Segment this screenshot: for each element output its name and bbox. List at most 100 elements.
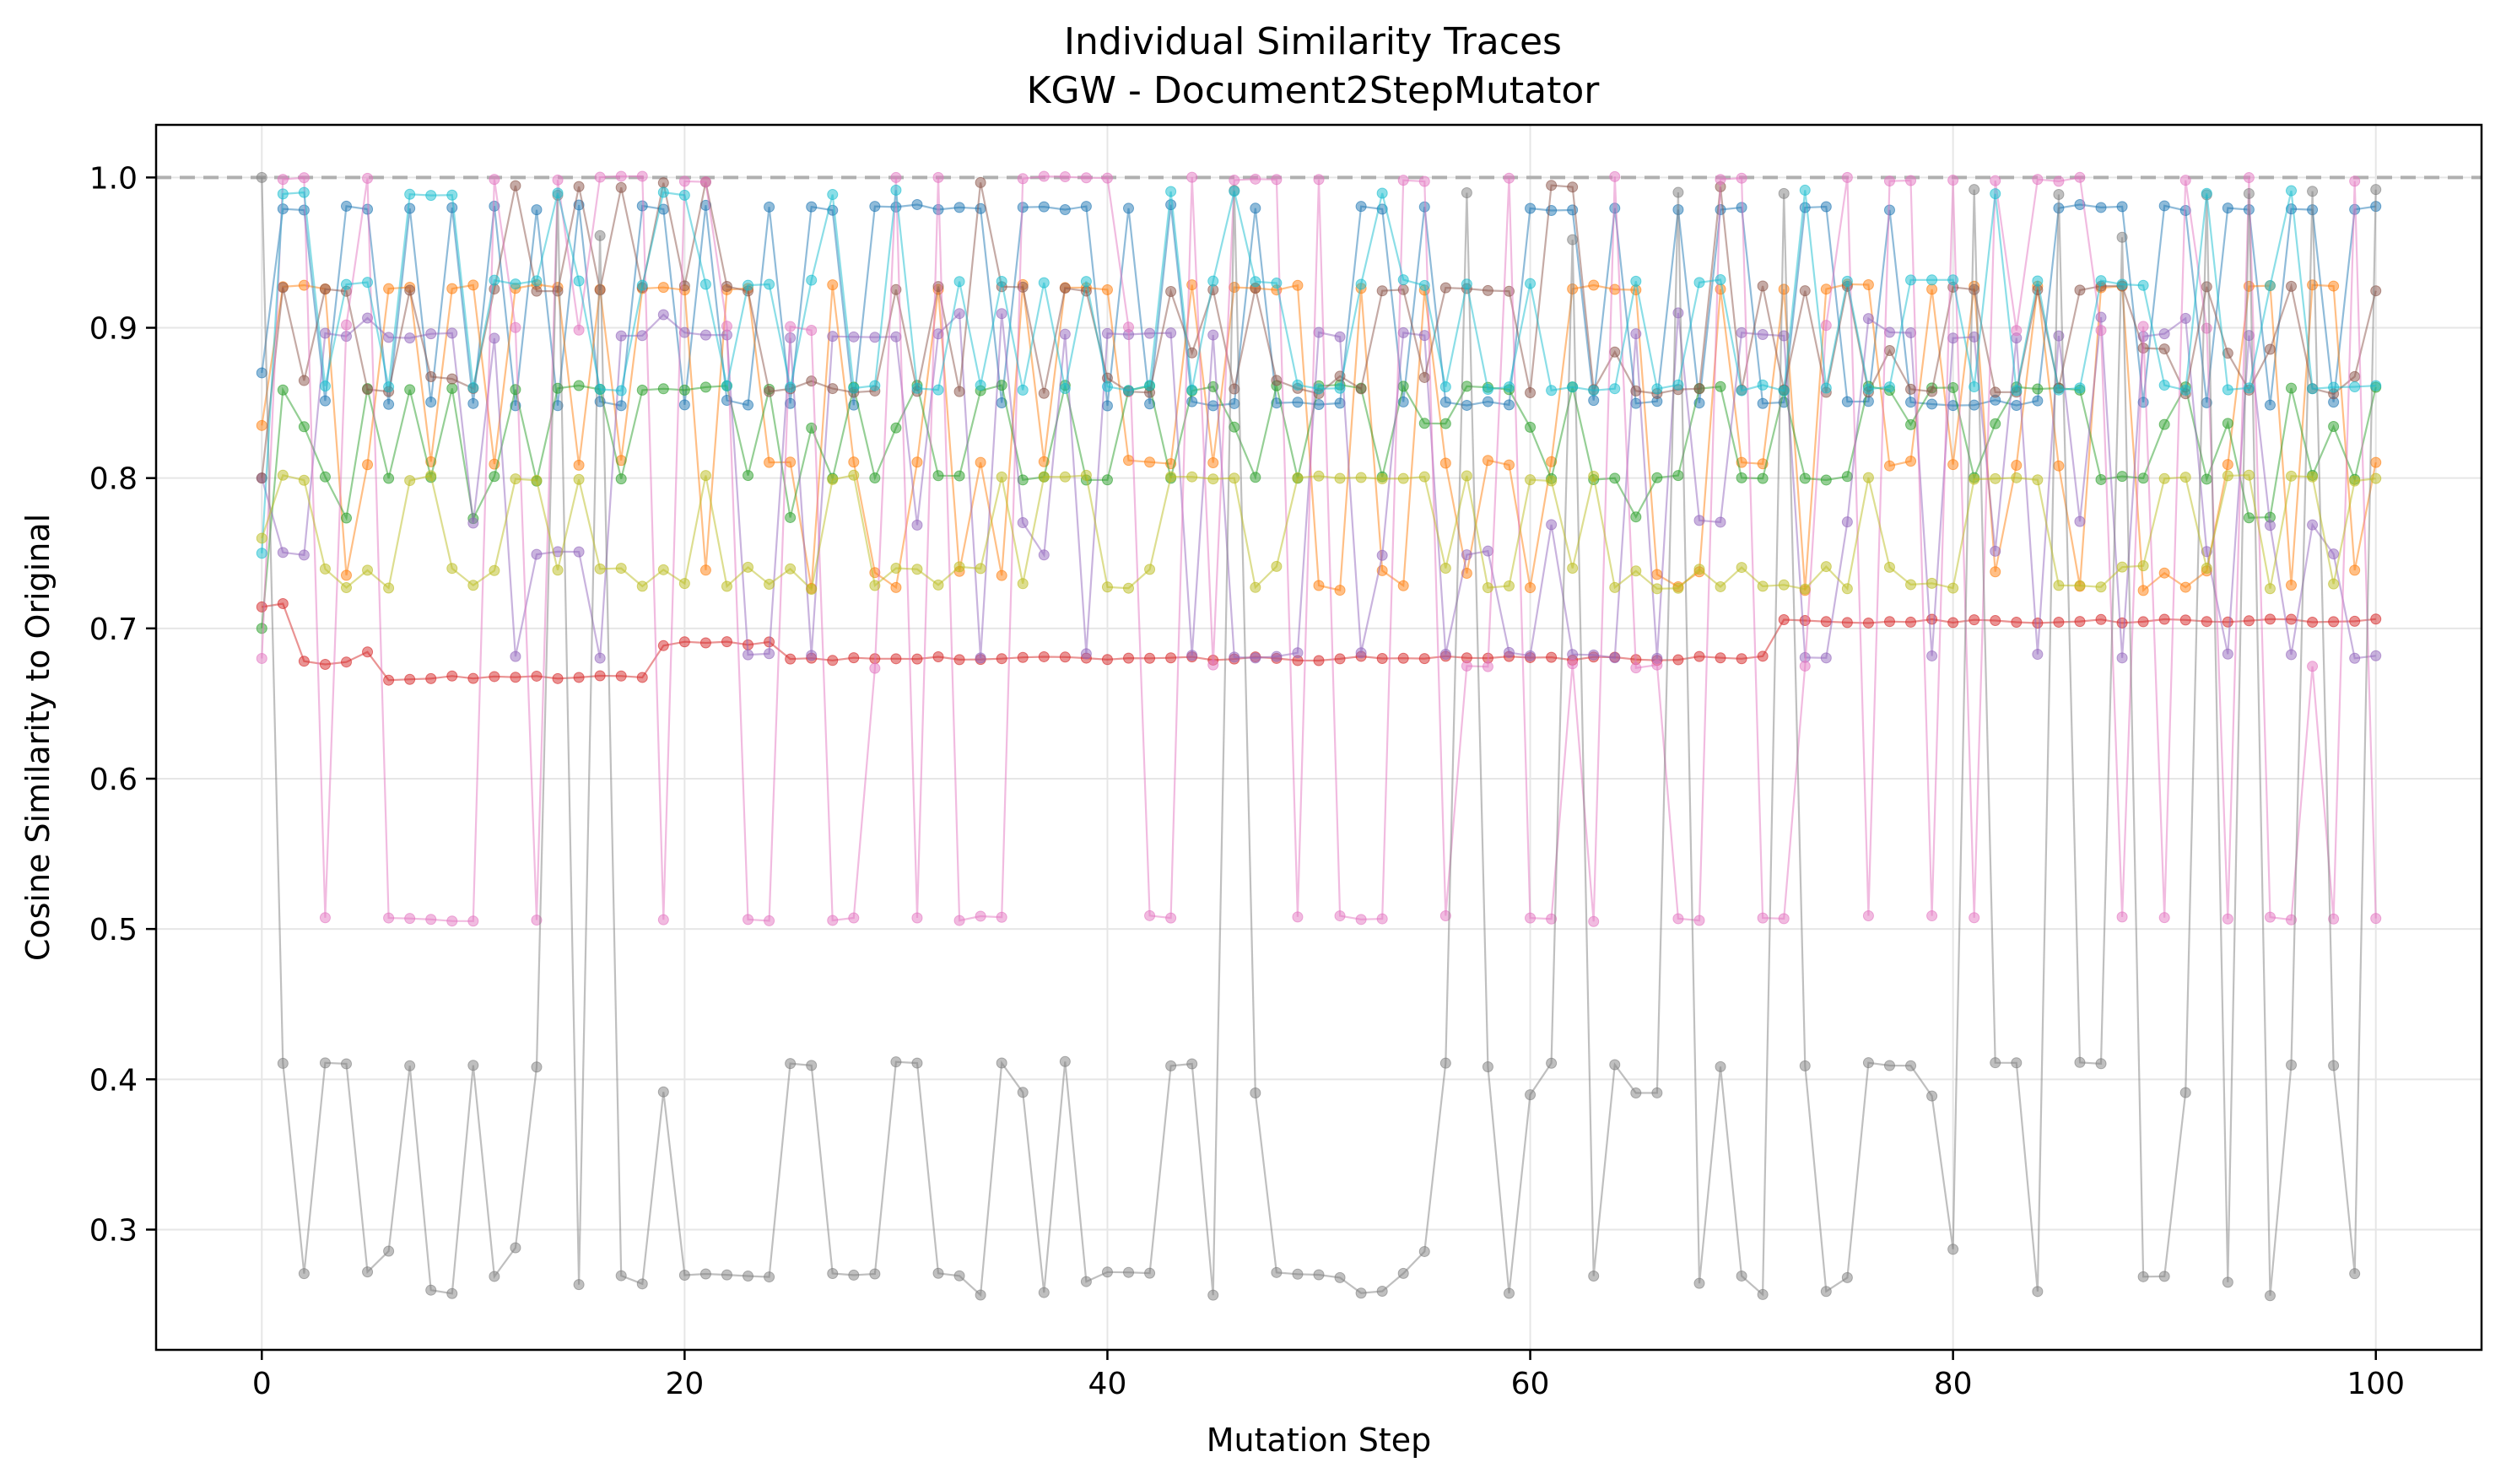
series-4-point [2116, 652, 2128, 664]
series-5-point [806, 375, 818, 387]
series-8-point [319, 380, 331, 392]
series-2-point [890, 422, 902, 434]
series-4-point [1144, 327, 1156, 339]
series-7-point [743, 1271, 754, 1282]
series-5-point [764, 386, 775, 397]
series-3-point [594, 670, 606, 682]
series-9-point [1969, 473, 1980, 485]
series-8-point [1503, 381, 1515, 393]
series-4-point [1376, 549, 1388, 561]
series-4-point [1693, 515, 1705, 526]
series-0-point [806, 201, 818, 213]
series-9-point [2011, 472, 2023, 483]
series-6-point [657, 914, 669, 925]
series-7-point [1482, 1060, 1493, 1072]
series-8-point [1926, 274, 1938, 286]
series-1-point [340, 569, 352, 581]
series-6-point [1820, 320, 1832, 332]
series-8-point [1313, 383, 1325, 395]
series-3-point [1546, 651, 1558, 663]
series-7-point [1841, 1271, 1853, 1283]
series-9-point [1271, 560, 1283, 572]
series-8-point [277, 188, 289, 200]
series-4-point [2307, 519, 2319, 531]
series-6-point [1271, 174, 1283, 186]
series-3-point [362, 646, 374, 658]
series-7-point [1186, 1058, 1198, 1070]
series-4-point [1546, 519, 1558, 531]
series-2-point [2137, 472, 2149, 484]
series-6-point [256, 652, 267, 664]
series-9-point [2074, 580, 2086, 591]
series-9-point [1038, 471, 1050, 483]
series-8-point [932, 384, 944, 396]
series-5-point [1525, 386, 1537, 398]
series-5-point [404, 284, 416, 296]
series-8-point [1355, 278, 1367, 290]
series-8-point [1862, 383, 1874, 395]
series-7-point [1418, 1245, 1430, 1257]
series-0-point [1820, 201, 1832, 213]
series-0-point [1123, 202, 1135, 214]
series-2-point [340, 512, 352, 524]
series-0-point [446, 202, 458, 213]
series-0-point [1926, 398, 1938, 410]
series-1-point [1101, 283, 1113, 295]
series-3-point [721, 636, 732, 648]
series-6-point [932, 171, 944, 183]
series-8-point [1271, 278, 1283, 289]
series-9-point [743, 561, 754, 573]
series-9-point [827, 473, 839, 485]
series-1-point [1207, 457, 1219, 469]
series-8-point [1165, 186, 1177, 197]
series-2-point [2158, 418, 2170, 430]
series-4-point [2328, 548, 2340, 560]
series-0-point [340, 200, 352, 212]
series-6-point [699, 176, 711, 188]
series-7-point [467, 1060, 479, 1071]
series-8-point [615, 385, 627, 397]
series-1-point [1397, 580, 1409, 591]
series-8-point [1672, 379, 1684, 391]
series-5-point [1376, 285, 1388, 297]
series-4-point [2032, 649, 2044, 661]
series-5-point [1757, 280, 1769, 292]
series-9-point [1503, 580, 1515, 591]
series-0-point [404, 202, 416, 214]
series-0-point [1355, 201, 1367, 213]
series-9-point [1229, 472, 1240, 484]
series-1-point [1123, 455, 1135, 467]
series-5-point [1038, 387, 1050, 399]
x-tick-label-1: 20 [665, 1367, 704, 1401]
series-1-point [2370, 456, 2382, 468]
series-8-point [1439, 380, 1451, 392]
series-4-point [1990, 545, 2001, 557]
series-0-point [2116, 201, 2128, 213]
series-8-point [2116, 278, 2128, 290]
series-9-point [1017, 578, 1029, 590]
series-3-point [2370, 613, 2382, 625]
series-7-point [1250, 1087, 1261, 1099]
series-3-point [1862, 617, 1874, 629]
series-8-point [256, 548, 267, 559]
series-3-point [1313, 655, 1325, 666]
series-5-point [1693, 383, 1705, 395]
series-7-point [531, 1061, 543, 1073]
series-8-point [1144, 380, 1156, 391]
series-6-point [1101, 172, 1113, 184]
series-6-point [2264, 911, 2276, 923]
series-9-point [1947, 582, 1959, 594]
series-9-point [721, 580, 732, 592]
series-3-point [911, 653, 923, 665]
series-6-point [911, 912, 923, 924]
series-8-point [1482, 384, 1493, 396]
series-7-point [1355, 1287, 1367, 1299]
series-9-point [1376, 473, 1388, 485]
series-8-point [2032, 275, 2044, 287]
series-6-point [1482, 661, 1493, 672]
series-4-point [848, 331, 860, 343]
series-9-point [2137, 560, 2149, 572]
series-1-point [2286, 580, 2298, 591]
series-0-point [1038, 201, 1050, 213]
series-1-point [446, 283, 458, 294]
